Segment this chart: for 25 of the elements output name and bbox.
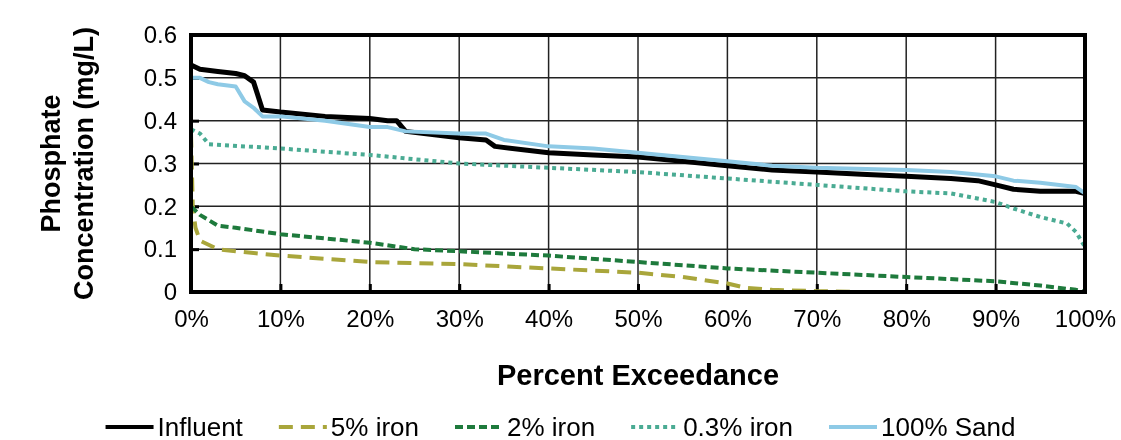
x-tick-label: 70% [793,305,842,333]
y-tick-label: 0.5 [143,64,177,92]
y-tick-label: 0.6 [143,21,177,49]
y-tick-label: 0.4 [143,106,177,134]
legend-label: 5% iron [330,412,419,440]
x-tick-label: 90% [972,305,1021,333]
x-tick-label: 60% [703,305,752,333]
legend-label: 100% Sand [881,412,1016,440]
x-tick-label: 0% [174,305,209,333]
y-tick-label: 0.2 [143,192,177,220]
x-tick-label: 20% [346,305,395,333]
x-tick-label: 10% [256,305,305,333]
y-tick-label: 0.1 [143,235,177,263]
x-tick-label: 40% [525,305,574,333]
x-tick-label: 80% [882,305,931,333]
x-tick-label: 50% [614,305,663,333]
legend-label: 0.3% iron [683,412,793,440]
y-axis-title: Phosphate Concentration (mg/L) [36,27,99,300]
x-axis-title: Percent Exceedance [496,359,780,391]
y-tick-label: 0.3 [143,149,177,177]
x-tick-label: 100% [1054,305,1117,333]
legend-label: 2% iron [507,412,596,440]
legend-label: Influent [157,412,244,440]
x-tick-label: 30% [435,305,484,333]
y-tick-label: 0 [163,278,177,306]
